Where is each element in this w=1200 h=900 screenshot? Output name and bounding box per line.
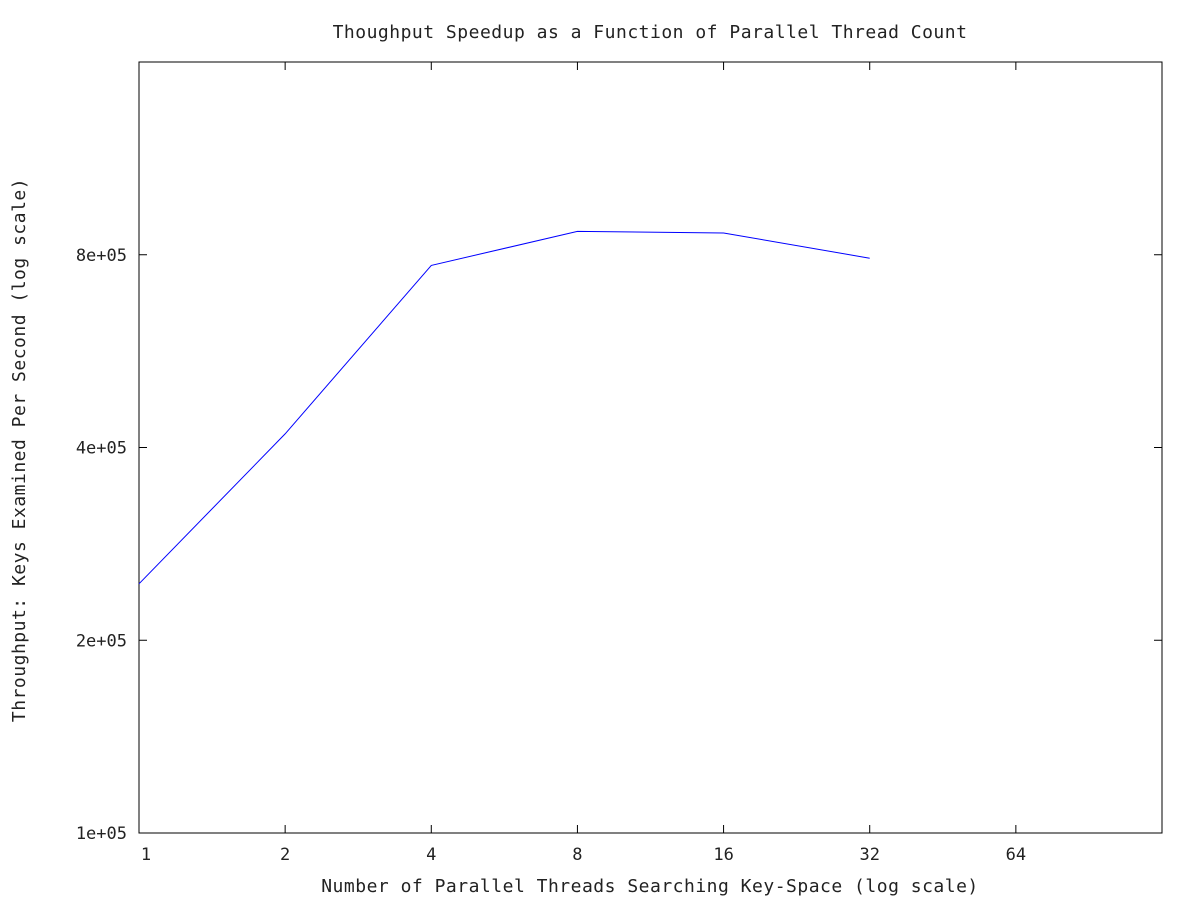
series-group [138, 230, 870, 585]
y-tick-label: 8e+05 [76, 246, 127, 266]
chart-title: Thoughput Speedup as a Function of Paral… [333, 22, 968, 43]
x-tick-label: 64 [1006, 845, 1026, 865]
y-tick-label: 2e+05 [76, 631, 127, 651]
x-axis-label: Number of Parallel Threads Searching Key… [321, 876, 979, 897]
x-tick-label: 2 [280, 845, 290, 865]
y-tick-label: 4e+05 [76, 439, 127, 459]
x-axis: 1 2 4 8 16 32 64 [138, 62, 1026, 865]
x-tick-label: 16 [713, 845, 733, 865]
y-axis-label: Throughput: Keys Examined Per Second (lo… [9, 178, 30, 722]
x-tick-label: 1 [141, 845, 151, 865]
plot-frame [138, 61, 1163, 834]
x-tick-label: 8 [572, 845, 582, 865]
series-line [138, 230, 870, 585]
y-tick-label: 1e+05 [76, 824, 127, 844]
y-axis: 1e+05 2e+05 4e+05 8e+05 [76, 246, 1162, 844]
x-tick-label: 32 [859, 845, 879, 865]
x-tick-label: 4 [426, 845, 436, 865]
